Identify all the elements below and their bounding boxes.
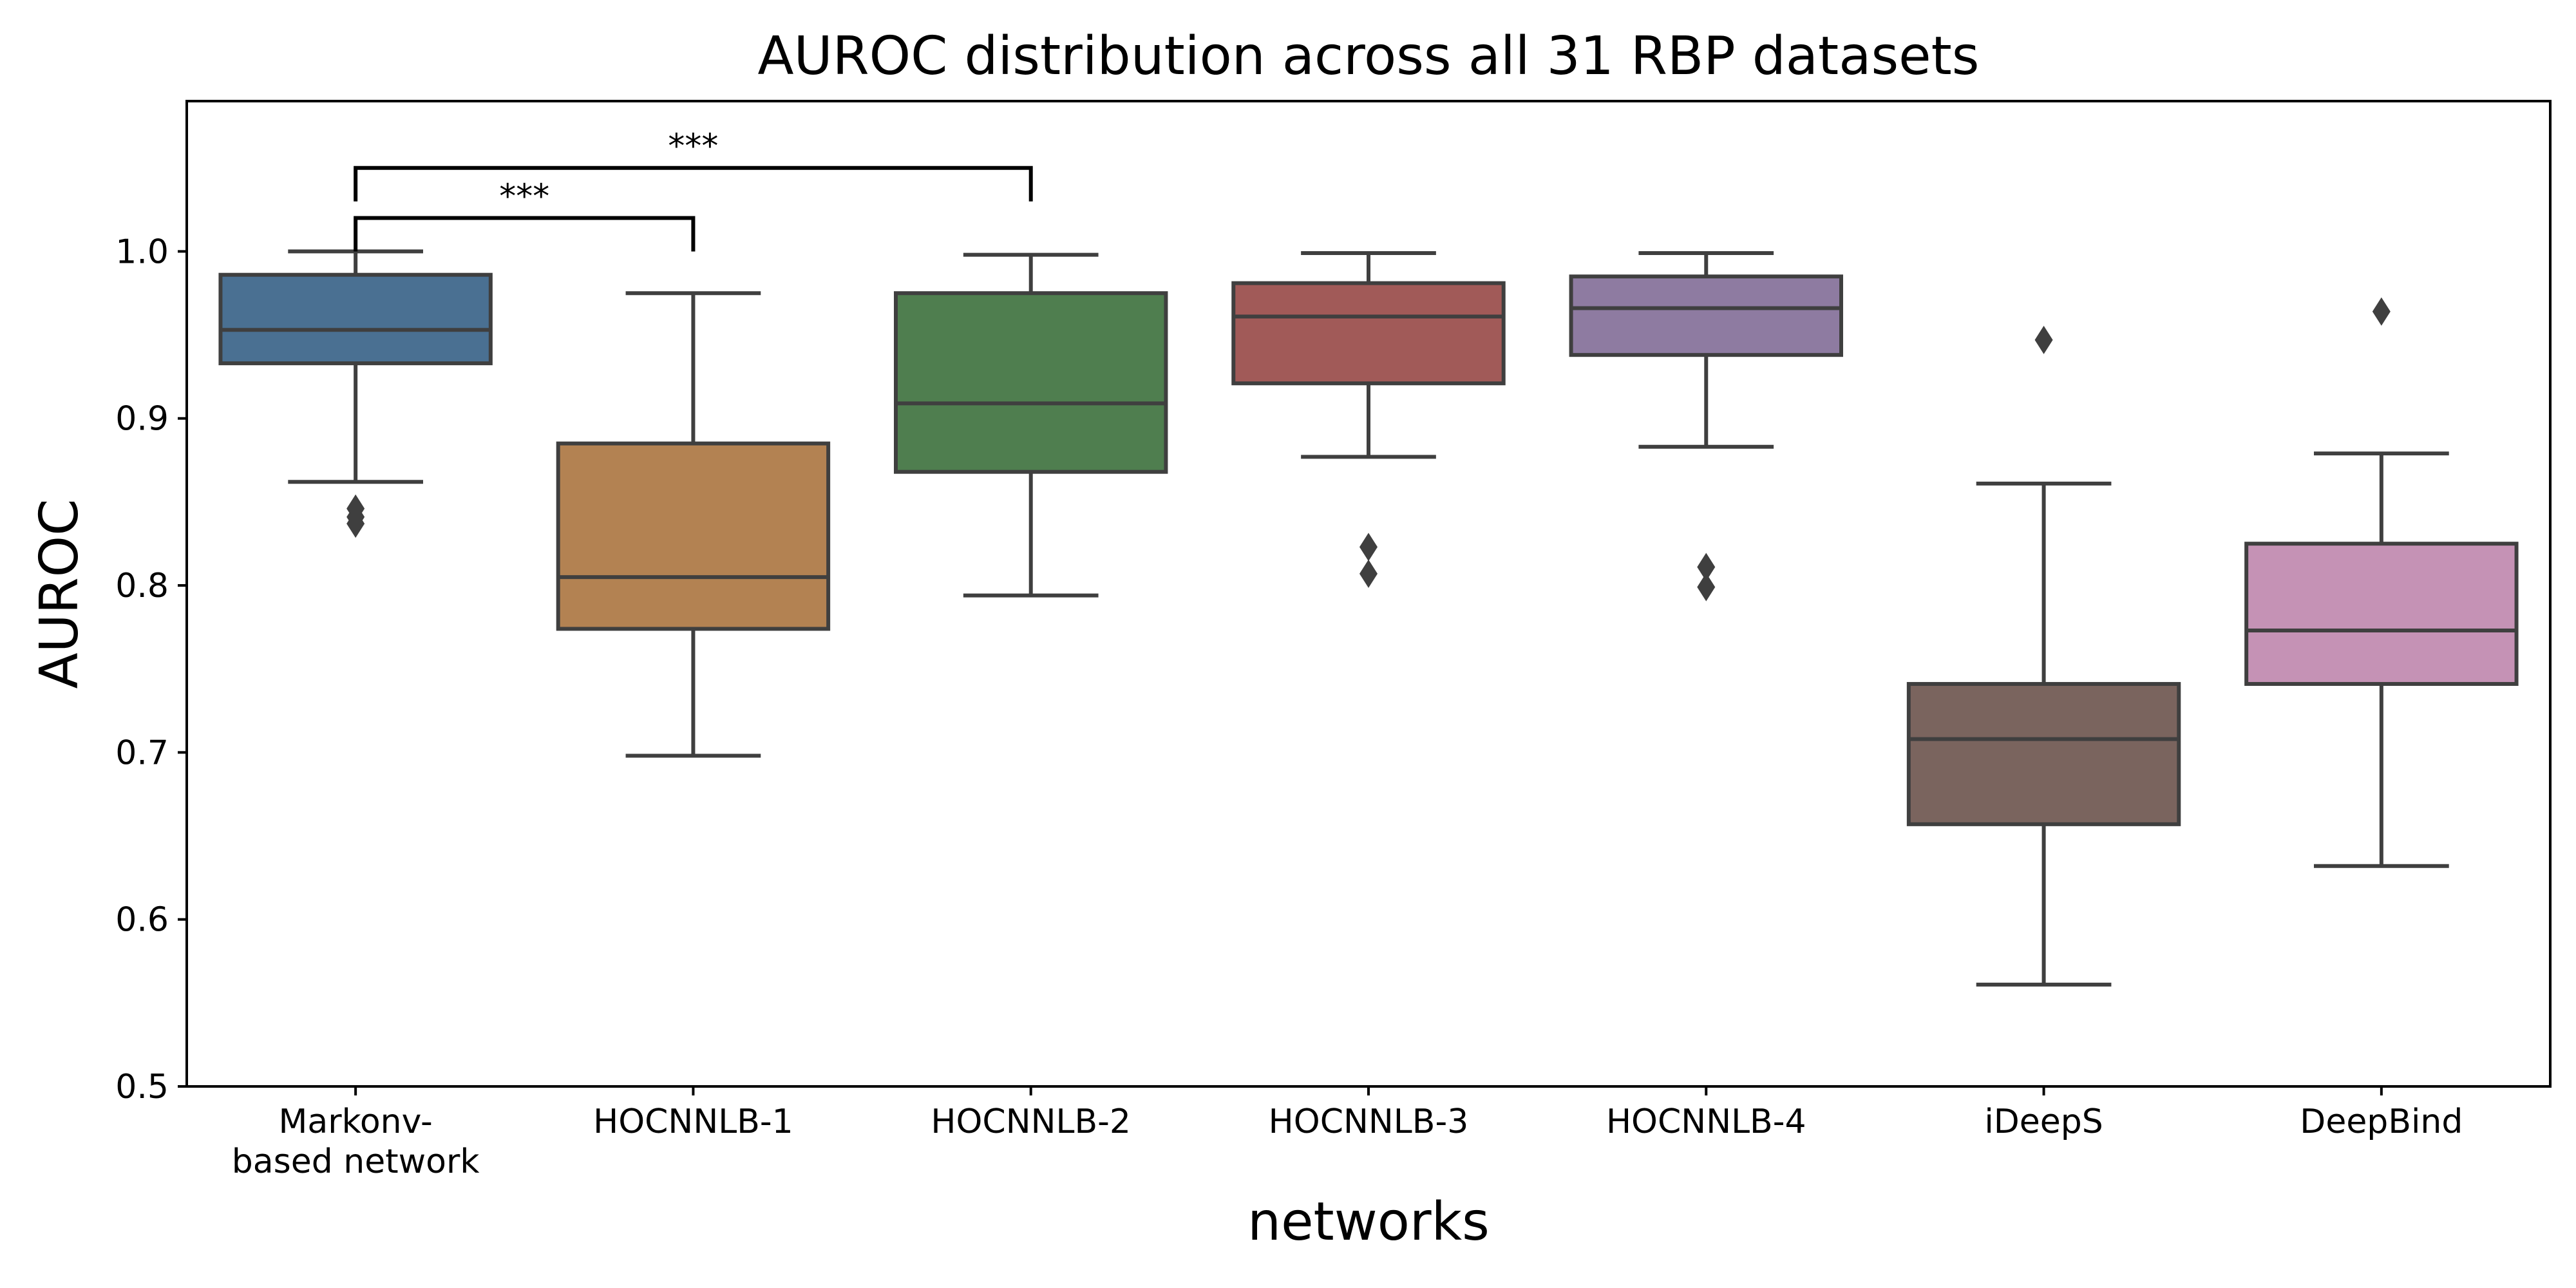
x-tick-label-line: HOCNNLB-3 xyxy=(1269,1103,1469,1141)
outlier-marker xyxy=(1697,573,1716,601)
x-tick-label: DeepBind xyxy=(2300,1103,2463,1141)
x-tick-label-line: Markonv- xyxy=(279,1103,433,1141)
y-tick-label: 0.7 xyxy=(115,734,169,772)
plot-area: 0.5 0.6 0.7 0.8 0.9 1.0 Markonv-based network H… xyxy=(115,100,2552,1181)
outlier-marker xyxy=(1359,559,1378,588)
x-tick-label: Markonv-based network xyxy=(232,1103,480,1181)
x-tick-label-line: iDeepS xyxy=(1984,1103,2103,1141)
x-tick-label: HOCNNLB-1 xyxy=(593,1103,793,1141)
x-tick-label: iDeepS xyxy=(1984,1103,2103,1141)
y-tick-label: 0.5 xyxy=(115,1068,169,1106)
x-tick-label-line: HOCNNLB-4 xyxy=(1606,1103,1806,1141)
outlier-marker xyxy=(2034,325,2053,354)
box-iqr xyxy=(2244,542,2519,687)
x-tick-label-line: HOCNNLB-1 xyxy=(593,1103,793,1141)
outlier-marker xyxy=(1359,533,1378,562)
chart-title: AUROC distribution across all 31 RBP dat… xyxy=(757,26,1979,87)
x-axis-label: networks xyxy=(1247,1191,1490,1253)
significance-label: *** xyxy=(668,128,718,166)
x-tick-label: HOCNNLB-2 xyxy=(931,1103,1131,1141)
y-tick-label: 1.0 xyxy=(115,232,169,271)
significance-bracket xyxy=(354,166,1033,202)
y-tick-label: 0.8 xyxy=(115,567,169,605)
x-tick-label: HOCNNLB-3 xyxy=(1269,1103,1469,1141)
x-tick-label-line: DeepBind xyxy=(2300,1103,2463,1141)
x-tick-label-line: HOCNNLB-2 xyxy=(931,1103,1131,1141)
y-tick-label: 0.9 xyxy=(115,400,169,439)
outlier-marker xyxy=(1697,553,1716,582)
x-tick-label: HOCNNLB-4 xyxy=(1606,1103,1806,1141)
x-tick-label-line: based network xyxy=(232,1142,480,1181)
significance-label: *** xyxy=(499,178,549,216)
box-iqr xyxy=(894,291,1168,474)
box-iqr xyxy=(1231,281,1506,386)
significance-bracket xyxy=(354,216,696,252)
y-tick-label: 0.6 xyxy=(115,901,169,940)
box-iqr xyxy=(556,441,831,631)
box-iqr xyxy=(1569,274,1844,357)
box-iqr xyxy=(1906,682,2181,826)
outlier-marker xyxy=(2372,297,2391,326)
box-iqr xyxy=(218,272,493,366)
y-axis-label: AUROC xyxy=(29,499,90,689)
outlier-marker xyxy=(346,494,365,523)
